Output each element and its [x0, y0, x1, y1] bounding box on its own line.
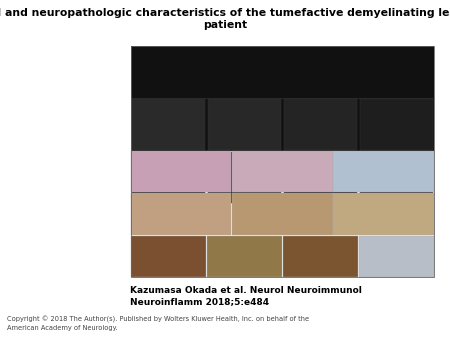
Bar: [208, 152, 281, 203]
Text: Copyright © 2018 The Author(s). Published by Wolters Kluwer Health, Inc. on beha: Copyright © 2018 The Author(s). Publishe…: [7, 316, 309, 331]
Bar: [130, 46, 434, 277]
Bar: [130, 46, 434, 151]
Bar: [131, 236, 206, 277]
Bar: [208, 99, 281, 150]
Bar: [359, 236, 434, 277]
Bar: [284, 152, 357, 203]
Text: Figure MRI and neuropathologic characteristics of the tumefactive demyelinating : Figure MRI and neuropathologic character…: [0, 8, 450, 30]
Bar: [131, 151, 231, 192]
Bar: [132, 99, 205, 150]
Bar: [132, 152, 205, 203]
Bar: [284, 99, 357, 150]
Bar: [232, 151, 333, 192]
Bar: [333, 193, 434, 235]
Text: Kazumasa Okada et al. Neurol Neuroimmunol
Neuroinflamm 2018;5:e484: Kazumasa Okada et al. Neurol Neuroimmuno…: [130, 286, 362, 307]
Bar: [207, 236, 282, 277]
Bar: [232, 193, 333, 235]
Bar: [333, 151, 434, 192]
Bar: [360, 99, 433, 150]
Bar: [360, 152, 433, 203]
Bar: [131, 193, 231, 235]
Bar: [283, 236, 358, 277]
